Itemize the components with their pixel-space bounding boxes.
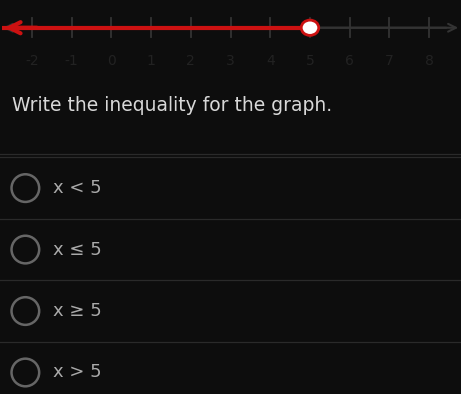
Text: x ≥ 5: x ≥ 5 bbox=[53, 302, 102, 320]
Text: 5: 5 bbox=[306, 54, 314, 68]
Text: 6: 6 bbox=[345, 54, 354, 68]
Text: 7: 7 bbox=[385, 54, 394, 68]
Text: x < 5: x < 5 bbox=[53, 179, 101, 197]
Text: x ≤ 5: x ≤ 5 bbox=[53, 241, 102, 258]
Text: x > 5: x > 5 bbox=[53, 364, 101, 381]
Text: 8: 8 bbox=[425, 54, 434, 68]
Text: 1: 1 bbox=[147, 54, 155, 68]
Text: -1: -1 bbox=[65, 54, 78, 68]
Text: 3: 3 bbox=[226, 54, 235, 68]
Text: 0: 0 bbox=[107, 54, 116, 68]
Text: -2: -2 bbox=[25, 54, 39, 68]
Circle shape bbox=[301, 20, 319, 35]
Text: 4: 4 bbox=[266, 54, 275, 68]
Text: 2: 2 bbox=[186, 54, 195, 68]
Text: Write the inequality for the graph.: Write the inequality for the graph. bbox=[12, 96, 331, 115]
